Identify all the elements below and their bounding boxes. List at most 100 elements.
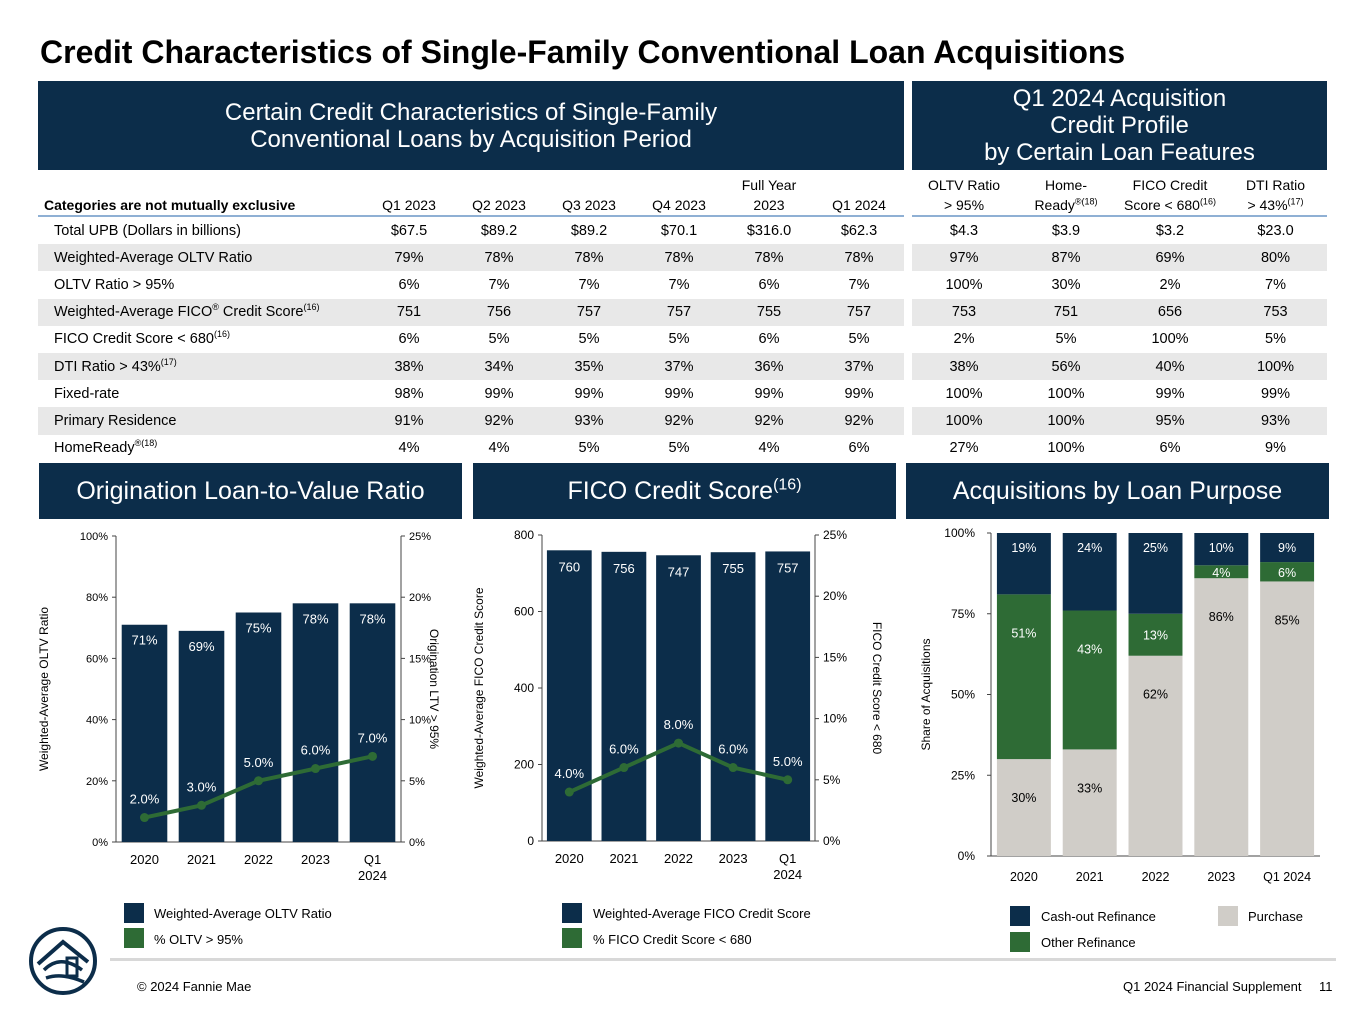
period-header: Q4 2023 <box>634 172 724 217</box>
period-header-line-2: Q4 2023 <box>652 197 706 213</box>
bar-value-label: 78% <box>302 611 328 626</box>
bar <box>601 551 647 841</box>
left-table-header: Certain Credit Characteristics of Single… <box>38 81 904 170</box>
y-tick-label: 800 <box>514 528 534 542</box>
y-tick-label: 50% <box>951 688 975 702</box>
row-label: Total UPB (Dollars in billions) <box>54 222 241 239</box>
row-label: Weighted-Average OLTV Ratio <box>38 244 364 272</box>
feature-cell: 2% <box>953 331 975 348</box>
table-cell: 757 <box>814 298 904 326</box>
x-tick-label: 2022 <box>244 852 273 867</box>
bar <box>235 612 282 842</box>
feature-cell: 80% <box>1224 244 1327 272</box>
feature-cell: 38% <box>912 352 1016 381</box>
table-cell: 4% <box>398 440 420 457</box>
legend-fico-line: % FICO Credit Score < 680 <box>593 932 752 947</box>
legend-swatch-purchase <box>1218 906 1238 926</box>
bar-value-label: 78% <box>359 611 385 626</box>
feature-header-line-2: > 43%(17) <box>1247 196 1304 213</box>
y-tick-label: 0% <box>92 837 108 849</box>
y-axis-title: Weighted-Average FICO Credit Score <box>472 587 486 788</box>
stacked-bar-segment <box>1194 533 1249 566</box>
x-tick-label: 2021 <box>609 851 638 866</box>
table-cell: 34% <box>454 352 544 381</box>
feature-header-sup: (16) <box>1199 196 1216 207</box>
x-tick-label: 2023 <box>301 852 330 867</box>
feature-cell: 30% <box>1051 276 1081 293</box>
period-header: Q3 2023 <box>544 172 634 217</box>
row-label: Primary Residence <box>38 407 364 435</box>
table-cell: 98% <box>394 385 424 402</box>
table-cell: 91% <box>364 407 454 435</box>
line-value-label: 2.0% <box>130 792 160 807</box>
table-cell: 7% <box>488 276 510 293</box>
right-header-line-3: by Certain Loan Features <box>984 139 1255 166</box>
bar <box>656 555 701 841</box>
line-value-label: 3.0% <box>187 779 217 794</box>
segment-value-label: 33% <box>1077 781 1102 795</box>
stacked-bar-segment <box>1194 565 1249 579</box>
feature-header-line-1: OLTV Ratio <box>927 177 1001 193</box>
table-cell: 99% <box>844 385 874 402</box>
y-tick-label: 20% <box>86 776 108 788</box>
right-table-header: Q1 2024 Acquisition Credit Profile by Ce… <box>912 81 1327 170</box>
stacked-bar-segment <box>1062 610 1117 750</box>
segment-value-label: 25% <box>1143 541 1168 555</box>
x-tick-label: 2021 <box>187 852 216 867</box>
fannie-mae-logo-icon <box>29 927 97 995</box>
y2-axis-title: FICO Credit Score < 680 <box>870 622 884 755</box>
bar <box>765 551 811 841</box>
legend-oltv-bar: Weighted-Average OLTV Ratio <box>154 906 332 921</box>
bar-value-label: 756 <box>613 561 635 576</box>
y-tick-label: 0% <box>958 849 976 863</box>
segment-value-label: 85% <box>1275 613 1300 627</box>
y2-axis-title: Origination LTV > 95% <box>427 629 441 750</box>
table-cell: 99% <box>664 385 694 402</box>
y-tick-label: 40% <box>86 715 108 727</box>
feature-row: 100% 30% 2% 7% <box>912 271 1327 298</box>
stacked-bar-segment <box>1128 613 1183 656</box>
y2-tick-label: 25% <box>823 528 847 542</box>
stacked-bar-segment <box>1260 581 1315 856</box>
feature-cell: 100% <box>1047 440 1085 457</box>
legend-swatch-fico-line <box>562 928 582 948</box>
line-point <box>564 787 574 797</box>
table-cell: 757 <box>544 298 634 326</box>
table-cell: 4% <box>758 440 780 457</box>
table-cell: 92% <box>634 407 724 435</box>
stacked-bar-segment <box>1260 562 1315 582</box>
table-row: Primary Residence 91% 92% 93% 92% 92% 92% <box>38 407 904 435</box>
table-cell: 4% <box>488 440 510 457</box>
feature-cell: 100% <box>1151 331 1189 348</box>
table-cell: $62.3 <box>840 222 878 239</box>
table-row: FICO Credit Score < 680(16) 6% 5% 5% 5% 6% 5% <box>38 326 904 353</box>
segment-value-label: 30% <box>1011 791 1036 805</box>
y-axis-title: Share of Acquisitions <box>919 638 933 750</box>
segment-value-label: 9% <box>1278 541 1296 555</box>
period-header-line-2: 2023 <box>753 197 785 213</box>
table-cell: $89.2 <box>570 222 608 239</box>
table-cell: 92% <box>454 407 544 435</box>
feature-cell: 751 <box>1016 298 1116 326</box>
left-header-line-1: Certain Credit Characteristics of Single… <box>224 98 718 126</box>
stacked-bar-segment <box>1062 533 1117 611</box>
table-cell: 755 <box>724 298 814 326</box>
feature-header-line-2: Ready®(18) <box>1034 196 1098 213</box>
segment-value-label: 43% <box>1077 643 1102 657</box>
table-cell: 6% <box>758 331 780 348</box>
table-cell: 5% <box>848 331 870 348</box>
feature-header: FICO Credit Score < 680(16) <box>1116 172 1224 217</box>
feature-row: 753 751 656 753 <box>912 298 1327 326</box>
row-label-sup: (16) <box>213 329 230 340</box>
table-cell: 99% <box>484 385 514 402</box>
legend-oltv-line: % OLTV > 95% <box>154 932 243 947</box>
feature-header-row: OLTV Ratio > 95% Home- Ready®(18) FICO Credi… <box>912 172 1327 217</box>
table-cell: 99% <box>754 385 784 402</box>
feature-header: Home- Ready®(18) <box>1016 172 1116 217</box>
line-value-label: 5.0% <box>773 754 803 769</box>
legend-swatch-oltv-bar <box>124 903 144 923</box>
table-cell: 6% <box>398 276 420 293</box>
period-header: Q1 2024 <box>814 172 904 217</box>
table-cell: 5% <box>578 331 600 348</box>
feature-row: 27% 100% 6% 9% <box>912 435 1327 462</box>
